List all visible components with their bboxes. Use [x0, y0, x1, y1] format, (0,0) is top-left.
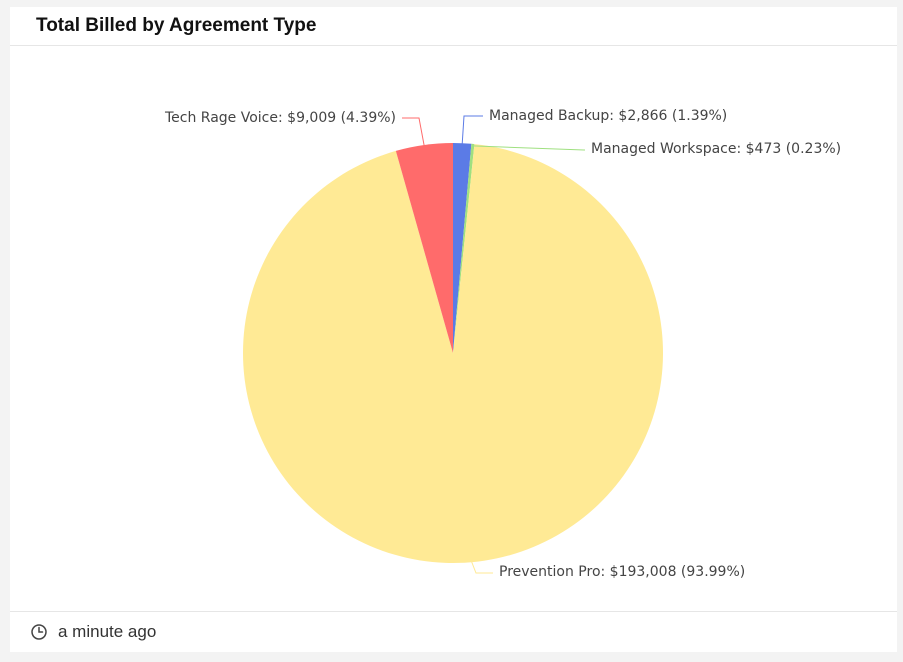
slice-label-tech-rage-voice: Tech Rage Voice: $9,009 (4.39%) — [164, 110, 396, 126]
card-header: Total Billed by Agreement Type — [10, 7, 897, 46]
pie-slice-prevention-pro[interactable] — [242, 144, 663, 563]
last-updated-text: a minute ago — [58, 622, 157, 641]
pie-slice-tech-rage-voice[interactable] — [395, 143, 453, 353]
card-footer: a minute ago — [10, 611, 897, 652]
leader-line-managed-backup — [461, 115, 483, 146]
leader-line-managed-workspace — [472, 145, 585, 151]
chart-card: Total Billed by Agreement Type Managed B… — [10, 7, 897, 652]
slice-label-prevention-pro: Prevention Pro: $193,008 (93.99%) — [499, 564, 745, 580]
pie-chart-area: Managed Backup: $2,866 (1.39%) Managed Wo… — [10, 46, 897, 611]
slice-label-managed-backup: Managed Backup: $2,866 (1.39%) — [489, 108, 727, 124]
leader-line-tech-rage-voice — [402, 117, 425, 148]
clock-icon — [30, 623, 48, 641]
pie-chart: Managed Backup: $2,866 (1.39%) Managed Wo… — [164, 108, 841, 580]
pie-slice-managed-backup[interactable] — [453, 143, 472, 353]
card-title: Total Billed by Agreement Type — [36, 15, 317, 36]
leader-line-prevention-pro — [470, 560, 493, 574]
pie-slice-managed-workspace[interactable] — [453, 143, 475, 353]
slice-label-managed-workspace: Managed Workspace: $473 (0.23%) — [591, 141, 841, 157]
